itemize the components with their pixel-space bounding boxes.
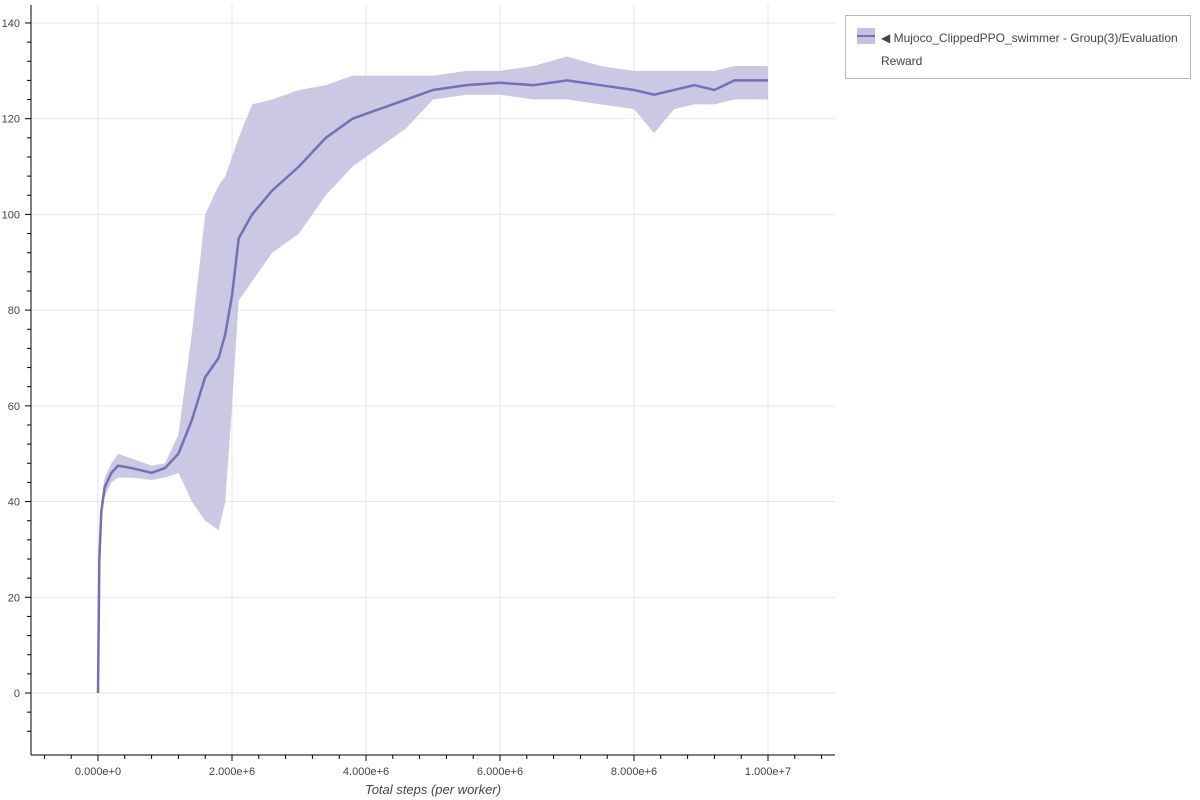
legend-label-line2: Reward <box>881 54 923 68</box>
y-tick-label: 140 <box>2 18 20 30</box>
y-tick-label: 0 <box>14 688 20 700</box>
legend-swatch[interactable] <box>857 28 875 44</box>
legend: ◀ Mujoco_ClippedPPO_swimmer - Group(3)/E… <box>845 15 1191 79</box>
legend-label-line1: Mujoco_ClippedPPO_swimmer - Group(3)/Eva… <box>893 31 1178 45</box>
y-tick-label: 60 <box>8 401 20 413</box>
y-tick-label: 100 <box>2 209 20 221</box>
y-tick-label: 40 <box>8 497 20 509</box>
x-tick-label: 2.000e+6 <box>209 766 255 778</box>
axes: 0.000e+0 2.000e+6 4.000e+6 6.000e+6 8.000e+6… <box>2 5 835 778</box>
y-tick-label: 20 <box>8 592 20 604</box>
y-tick-label: 80 <box>8 305 20 317</box>
x-tick-label: 4.000e+6 <box>343 766 389 778</box>
legend-toggle-icon[interactable]: ◀ <box>881 31 891 45</box>
series-band <box>98 56 768 694</box>
series-line <box>96 79 768 694</box>
y-tick-label: 120 <box>2 114 20 126</box>
x-tick-label: 6.000e+6 <box>477 766 523 778</box>
x-tick-label: 1.000e+7 <box>745 766 791 778</box>
legend-label[interactable]: ◀ Mujoco_ClippedPPO_swimmer - Group(3)/E… <box>881 27 1186 73</box>
x-tick-label: 0.000e+0 <box>75 766 121 778</box>
x-axis-label: Total steps (per worker) <box>365 782 501 797</box>
x-tick-label: 8.000e+6 <box>611 766 657 778</box>
grid <box>31 5 835 755</box>
